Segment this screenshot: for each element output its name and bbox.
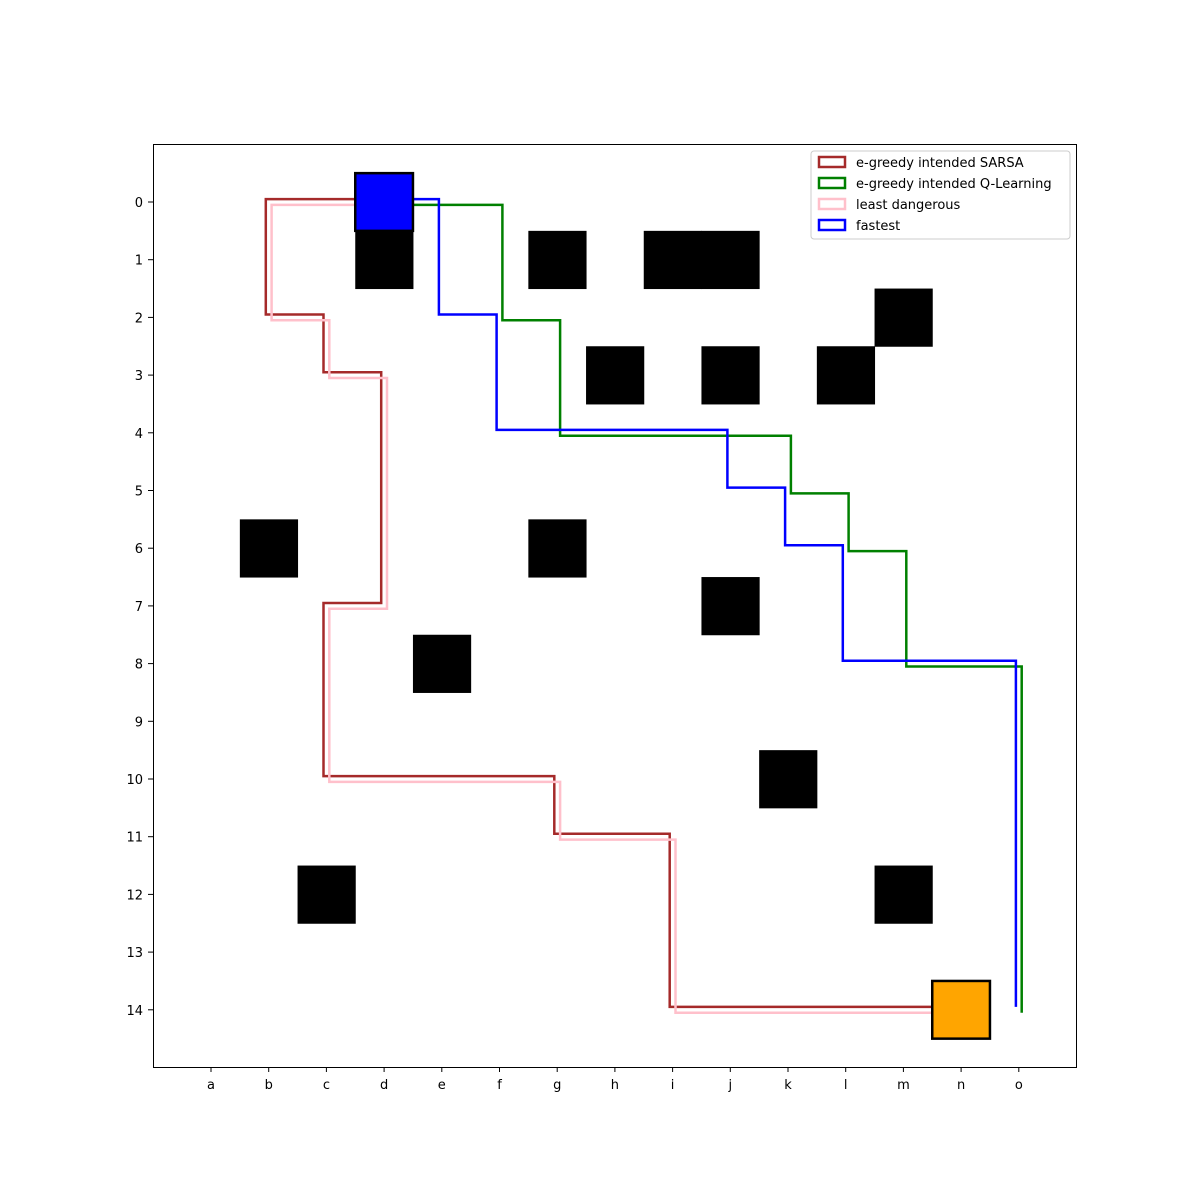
x-tick-label: i xyxy=(671,1078,675,1093)
x-tick-label: g xyxy=(553,1078,561,1093)
x-tick-label: m xyxy=(897,1078,910,1093)
obstacle-cell xyxy=(297,865,356,924)
y-tick-label: 1 xyxy=(135,254,143,269)
series-path xyxy=(264,197,959,1009)
legend: e-greedy intended SARSA e-greedy intended… xyxy=(810,150,1071,240)
obstacle-cell xyxy=(239,519,299,578)
obstacle-cell xyxy=(874,865,933,924)
x-tick-label: e xyxy=(438,1078,446,1093)
x-tick-label: d xyxy=(380,1078,388,1093)
marker-layer xyxy=(354,171,992,1040)
x-tick-label: a xyxy=(207,1078,215,1093)
y-tick-label: 8 xyxy=(135,658,143,673)
y-tick-label: 10 xyxy=(126,773,143,788)
x-tick-label: h xyxy=(611,1078,619,1093)
legend-swatch xyxy=(817,218,847,232)
x-tick-label: n xyxy=(957,1078,965,1093)
legend-swatch xyxy=(817,197,847,211)
y-tick-label: 7 xyxy=(135,600,143,615)
legend-box xyxy=(810,150,1071,240)
y-tick-label: 12 xyxy=(126,888,143,903)
legend-label: e-greedy intended Q-Learning xyxy=(856,177,1052,192)
obstacle-cell xyxy=(355,230,414,290)
y-tick-label: 9 xyxy=(135,715,143,730)
x-tick-label: b xyxy=(265,1078,273,1093)
goal-marker xyxy=(931,979,992,1040)
legend-swatch xyxy=(817,155,847,169)
x-axis: a b c d e f g h i j k l m n o xyxy=(207,1067,1023,1093)
start-marker xyxy=(354,171,415,233)
obstacle-cell xyxy=(586,346,645,405)
obstacle-cell xyxy=(643,230,702,290)
obstacle-cell xyxy=(816,346,876,405)
obstacle-cell xyxy=(759,750,818,809)
obstacle-cell xyxy=(701,346,760,405)
x-tick-label: c xyxy=(323,1078,330,1093)
obstacle-cell xyxy=(701,230,760,290)
series-path xyxy=(381,197,1018,1007)
y-tick-label: 14 xyxy=(126,1004,143,1019)
path-layer xyxy=(264,197,1023,1014)
y-tick-label: 6 xyxy=(135,542,143,557)
obstacle-cell xyxy=(528,519,587,578)
x-tick-label: o xyxy=(1015,1078,1023,1093)
x-tick-label: j xyxy=(727,1078,732,1093)
x-tick-label: l xyxy=(844,1078,848,1093)
y-tick-label: 13 xyxy=(126,946,143,961)
legend-swatch xyxy=(817,176,847,190)
y-tick-label: 4 xyxy=(135,427,143,442)
y-tick-label: 3 xyxy=(135,369,143,384)
y-tick-label: 5 xyxy=(135,485,143,500)
x-tick-label: k xyxy=(784,1078,792,1093)
y-tick-label: 11 xyxy=(126,831,143,846)
legend-label: fastest xyxy=(856,219,900,234)
y-tick-label: 0 xyxy=(135,196,143,211)
series-path xyxy=(270,203,964,1014)
obstacle-layer xyxy=(239,230,933,924)
y-tick-label: 2 xyxy=(135,311,143,326)
legend-label: e-greedy intended SARSA xyxy=(856,156,1024,171)
obstacle-cell xyxy=(412,634,472,693)
obstacle-cell xyxy=(528,230,587,290)
obstacle-cell xyxy=(874,288,933,347)
legend-label: least dangerous xyxy=(856,198,961,213)
obstacle-cell xyxy=(701,577,760,636)
x-tick-label: f xyxy=(497,1078,502,1093)
series-path xyxy=(387,203,1023,1013)
